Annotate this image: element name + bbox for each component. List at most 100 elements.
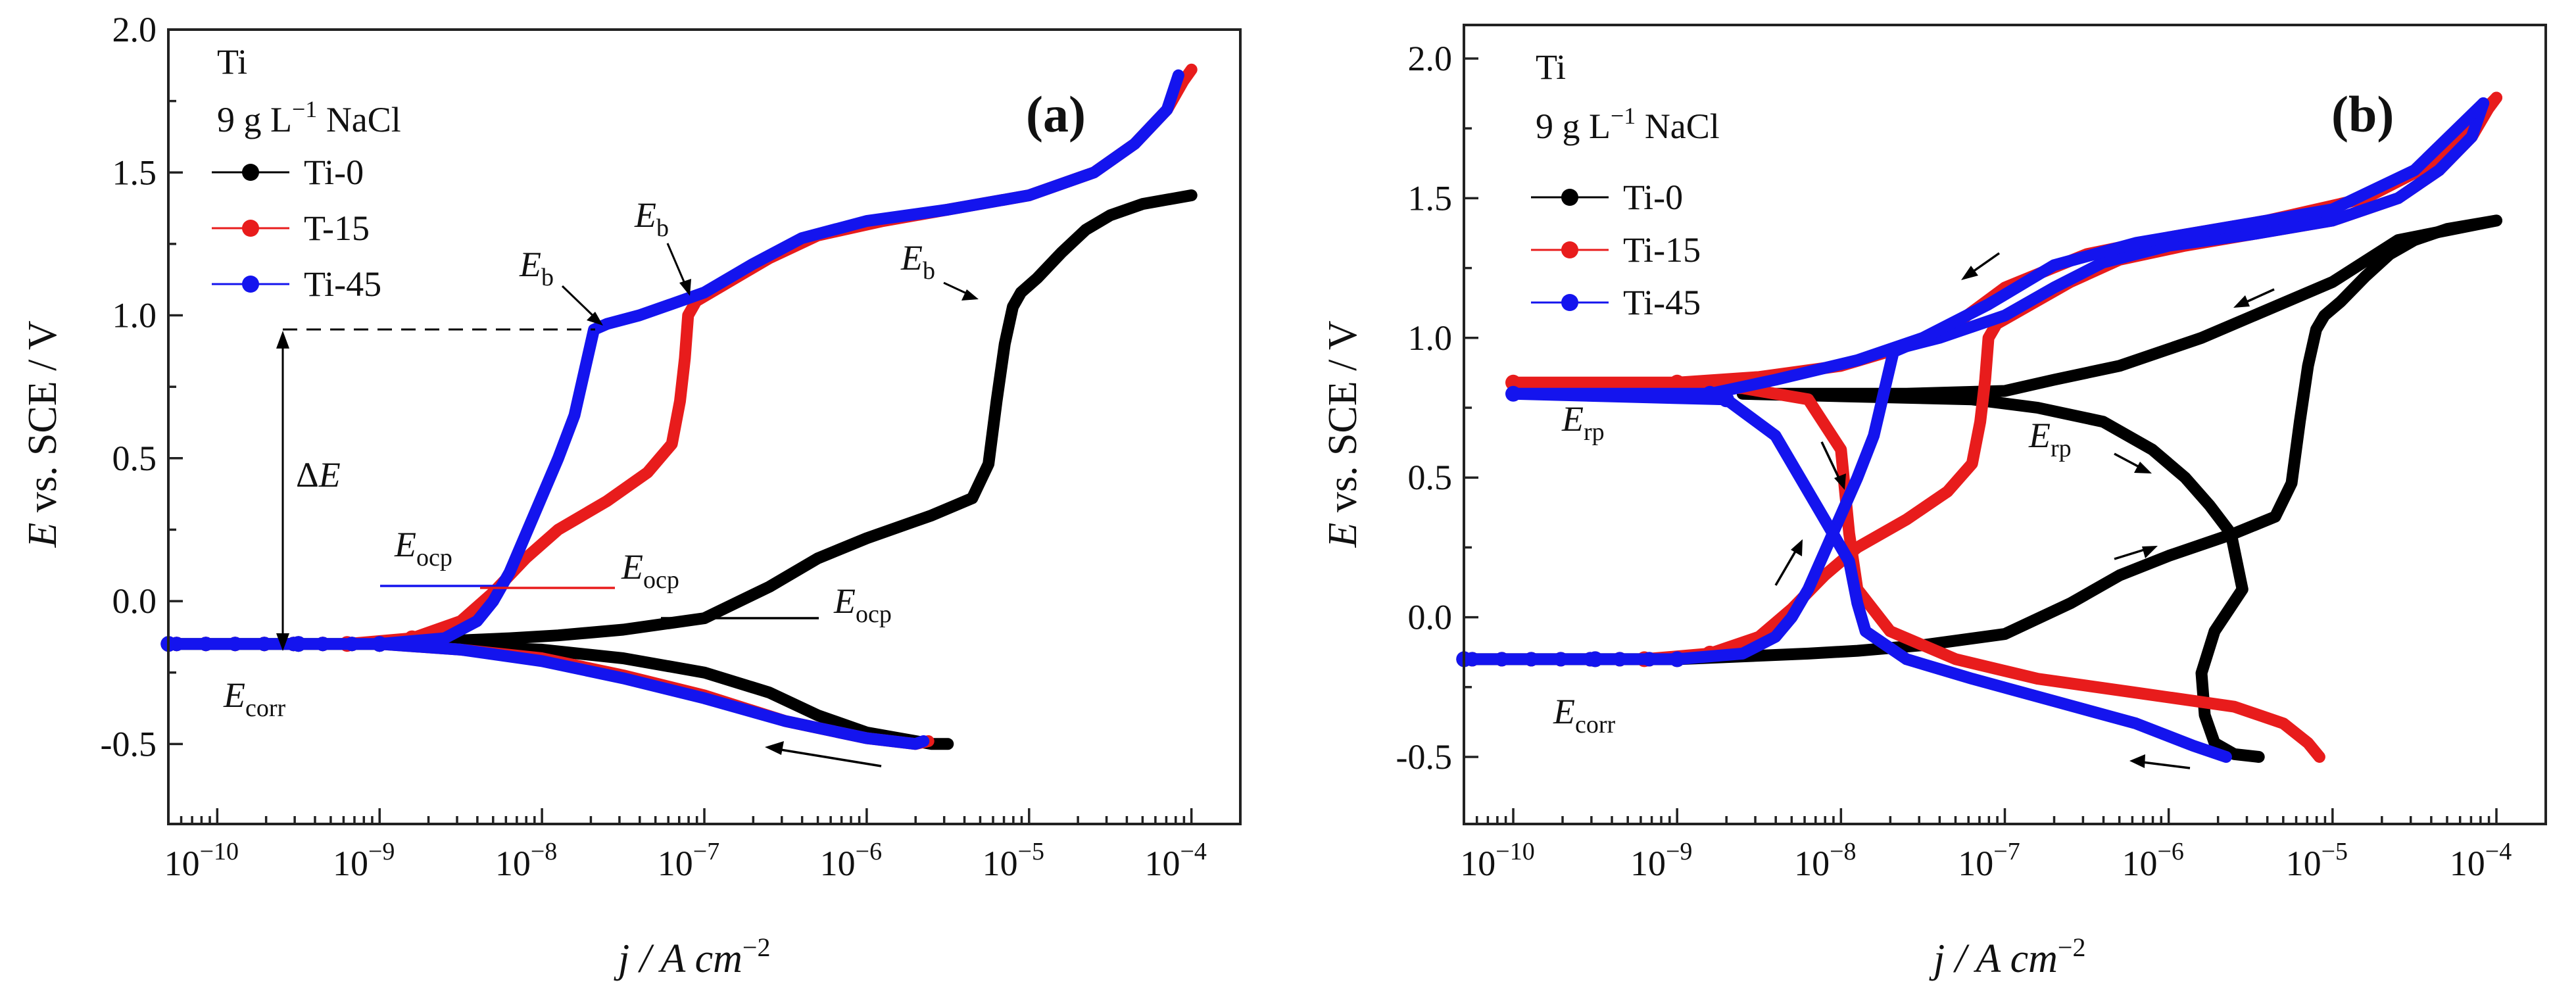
panel-b-arrowhead-4 [1791, 539, 1803, 556]
panel-b-arrowhead-2 [2233, 295, 2250, 308]
panel-a-xtick-label: 10−8 [495, 838, 557, 883]
panel-b-arrowhead-1 [1961, 266, 1978, 280]
panel-b-legend-marker-0 [1561, 189, 1578, 206]
panel-b-series-ti-45 [1456, 97, 2490, 763]
panel-b-ti-45-point [1524, 652, 1539, 667]
panel-b-legend-marker-2 [1561, 294, 1578, 311]
panel-a-ytick-label: 0.0 [112, 581, 157, 621]
panel-a-eb-label-2: Eb [634, 195, 669, 242]
panel-b-ti-45-point [1494, 652, 1509, 667]
panel-b-arrow-4 [1774, 545, 1800, 586]
panel-b-ti-45-point [1702, 385, 1718, 402]
panel-b-ti-45-point [1505, 385, 1521, 402]
panel-a-xtick-label: 10−7 [658, 838, 719, 883]
panel-b-direction-arrows [1774, 252, 2275, 769]
panel-a-ecorr-label: Ecorr [223, 675, 286, 722]
panel-a-delta-e-arrowhead-bottom [276, 633, 289, 651]
panel-a-ytick-label: 1.5 [112, 153, 157, 192]
panel-b-y-axis-label: E vs. SCE / V [1321, 320, 1365, 548]
panel-b-label: (b) [2331, 85, 2394, 143]
panel-b-xtick-label: 10−10 [1460, 838, 1534, 883]
panel-b-xtick-label: 10−9 [1630, 838, 1692, 883]
panel-b-legend-entry-2: Ti-45 [1531, 283, 1701, 322]
panel-a-direction-arrow [772, 747, 882, 767]
panel-a-eb-label-3: Eb [900, 238, 935, 285]
panel-b-series [1456, 91, 2502, 763]
panel-a-direction-arrowhead [765, 741, 784, 755]
panel-a-eocp-label-blue: Eocp [394, 525, 452, 571]
panel-a-t-15-line [341, 63, 1198, 650]
panel-a-eocp-label-black: Eocp [833, 581, 892, 628]
panel-b-arrowhead-5 [2134, 462, 2152, 473]
panel-a-xtick-label: 10−5 [983, 838, 1044, 883]
panel-a-ti-45-point [345, 637, 360, 652]
panel-a-eb-arrowhead-2 [679, 279, 691, 296]
panel-a-frame [167, 28, 1242, 825]
panel-b-x-axis-label: j / A cm−2 [1929, 932, 2085, 981]
panel-b-xtick-label: 10−6 [2122, 838, 2183, 883]
panel-b-xtick-label: 10−5 [2286, 838, 2348, 883]
panel-a-ti-45-point [256, 637, 272, 652]
panel-a-series-ti-45 [160, 69, 1184, 750]
panel-a-legend-entry-0: Ti-0 [212, 153, 364, 192]
panel-b-ti-0-line [1458, 214, 2502, 666]
panel-b-arrowhead-6 [2142, 546, 2158, 558]
panel-b-arrow-3 [1820, 441, 1843, 484]
panel-a-legend-marker-1 [242, 220, 259, 237]
panel-b-xtick-label: 10−7 [1958, 838, 2020, 883]
panel-b-legend-entry-0: Ti-0 [1531, 178, 1683, 217]
panel-b-ytick-label: 1.5 [1408, 178, 1453, 218]
panel-b: -0.5 0.0 0.5 1.0 1.5 2.0 10−10 10−9 10−8 10−7 10−6… [1321, 24, 2547, 981]
panel-b-legend-entry-1: Ti-15 [1531, 230, 1701, 270]
panel-b-ticks: -0.5 0.0 0.5 1.0 1.5 2.0 10−10 10−9 10−8 10−7 10−6… [1396, 39, 2512, 883]
panel-a-legend-label-2: Ti-45 [304, 264, 381, 304]
panel-b-ecorr-label: Ecorr [1553, 692, 1616, 739]
panel-b-legend-label-0: Ti-0 [1623, 178, 1683, 217]
panel-a-eb-arrowhead-1 [587, 312, 603, 326]
panel-a-xtick-label: 10−4 [1144, 838, 1206, 883]
panel-a-xtick-label: 10−10 [164, 838, 239, 883]
panel-a-legend-label-0: Ti-0 [304, 153, 364, 192]
panel-a: -0.5 0.0 0.5 1.0 1.5 2.0 10−10 10−9 10−8 10−7 10−6… [20, 10, 1242, 981]
panel-b-ytick-label: -0.5 [1396, 737, 1452, 777]
panel-a-ti-45-point [199, 637, 213, 652]
panel-b-arrowhead-7 [2129, 754, 2145, 768]
panel-b-ti-15-point [1669, 374, 1686, 391]
panel-a-legend-marker-0 [242, 164, 259, 181]
panel-a-eb-label-1: Eb [519, 245, 554, 291]
panel-a-legend-label-1: T-15 [304, 208, 370, 248]
panel-b-ti-45-point [1641, 652, 1657, 667]
panel-b-arrowhead-3 [1834, 473, 1846, 490]
panel-b-ytick-label: 1.0 [1408, 318, 1453, 358]
panel-a-ti-45-line [162, 69, 1184, 650]
panel-a-delta-e-arrowhead-top [276, 331, 289, 349]
panel-a-eocp-label-red: Eocp [621, 547, 679, 594]
panel-a-legend-marker-2 [242, 276, 259, 293]
panel-b-ti-45-return-line [1507, 97, 2490, 763]
panel-b-ytick-label: 0.0 [1408, 598, 1453, 637]
panel-a-legend-title: Ti [217, 42, 247, 82]
panel-a-y-axis-label: E vs. SCE / V [20, 320, 65, 548]
panel-b-legend-label-1: Ti-15 [1623, 230, 1701, 270]
panel-b-ti-45-point [1669, 651, 1686, 667]
panel-a-legend-subtitle: 9 g L−1 NaCl [217, 96, 401, 139]
panel-b-ti-45-point [1583, 652, 1598, 667]
panel-b-legend-marker-1 [1561, 241, 1578, 258]
panel-a-xtick-label: 10−6 [820, 838, 882, 883]
panel-b-xtick-label: 10−8 [1794, 838, 1856, 883]
panel-a-ti-45-point [372, 636, 388, 652]
panel-a-ti-45-point [169, 637, 184, 652]
panel-a-label: (a) [1026, 85, 1086, 143]
panel-a-ti-0-line [162, 189, 1198, 650]
panel-a-x-axis-label: j / A cm−2 [614, 932, 770, 981]
panel-a-ti-45-return-line [374, 638, 930, 750]
panel-a-ytick-label: -0.5 [101, 724, 157, 763]
panel-b-ti-15-point [1505, 374, 1521, 391]
panel-b-erp-label-left: Erp [1561, 399, 1605, 446]
panel-b-legend-label-2: Ti-45 [1623, 283, 1701, 322]
panel-a-eb-arrowhead-3 [961, 289, 979, 301]
panel-a-ti-45-point [286, 637, 301, 652]
panel-b-erp-label-right: Erp [2028, 416, 2072, 462]
panel-a-ticks: -0.5 0.0 0.5 1.0 1.5 2.0 10−10 10−9 10−8 10−7 10−6… [101, 10, 1207, 883]
